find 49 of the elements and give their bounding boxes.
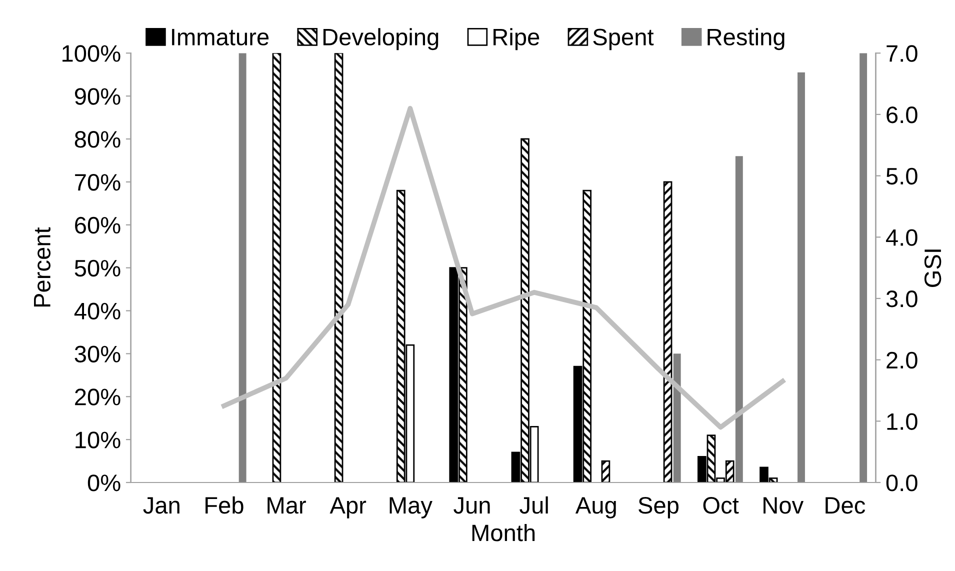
y2-tick-label: 5.0 [886, 168, 918, 185]
legend-label: Resting [708, 28, 784, 50]
y-tick-label: 40% [74, 302, 120, 320]
y-tick-label: 60% [75, 216, 120, 234]
y2-tick-label: 6.0 [886, 106, 918, 124]
y2-axis-title: GSI [924, 250, 942, 287]
line-series [222, 106, 786, 430]
y-tick-label: 30% [74, 346, 120, 362]
x-tick-label: Nov [764, 497, 804, 514]
bar [601, 460, 610, 482]
legend-label: Ripe [494, 28, 540, 50]
x-tick-label: Feb [206, 496, 244, 514]
y-tick-label: 70% [75, 174, 120, 191]
x-tick-label: Mar [268, 497, 306, 514]
y-tick-label: 0% [88, 474, 120, 492]
x-axis-title: Month [472, 524, 535, 542]
legend-label: Developing [323, 28, 438, 50]
bar [334, 53, 344, 482]
x-tick-label: Jan [143, 497, 180, 514]
y-axis-title: Percent [34, 227, 51, 307]
y2-tick-label: 3.0 [886, 290, 918, 308]
x-tick-label: Apr [330, 497, 366, 518]
bar [238, 53, 246, 482]
x-tick-label: Aug [575, 497, 616, 518]
bar [663, 181, 672, 482]
x-tick-label: Sep [638, 497, 678, 518]
bar [673, 354, 681, 482]
y2-tick-label: 1.0 [887, 413, 918, 430]
legend-label: Spent [593, 28, 654, 50]
bar [798, 72, 805, 482]
bar [735, 156, 743, 482]
y-tick-label: 20% [75, 388, 120, 406]
y2-tick-label: 0.0 [886, 474, 918, 492]
x-tick-label: Dec [826, 497, 866, 514]
y2-tick-label: 7.0 [886, 45, 918, 62]
y-tick-label: 80% [74, 131, 120, 148]
y-tick-label: 100% [62, 45, 120, 62]
x-tick-label: Jul [520, 496, 548, 514]
y-tick-label: 50% [74, 260, 120, 277]
y-tick-label: 10% [76, 432, 120, 448]
y2-tick-label: 2.0 [886, 352, 918, 369]
y2-tick-label: 4.0 [886, 229, 918, 246]
x-tick-label: May [390, 497, 432, 518]
bar [272, 53, 282, 482]
bar [860, 53, 868, 482]
x-tick-label: Jun [454, 497, 490, 514]
legend-label: Immature [172, 28, 269, 46]
y-tick-label: 90% [74, 88, 120, 105]
x-tick-label: Oct [703, 497, 739, 514]
